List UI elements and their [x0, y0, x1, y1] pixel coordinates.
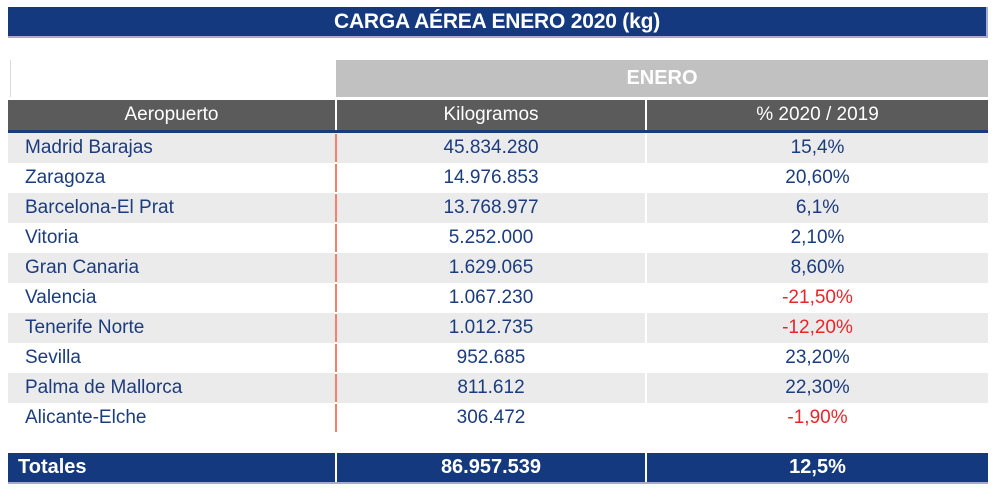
airport-cell: Barcelona-El Prat — [8, 193, 335, 223]
column-header-row: Aeropuerto Kilogramos % 2020 / 2019 — [8, 100, 988, 133]
red-column-divider — [335, 253, 337, 283]
pct-cell: 2,10% — [790, 227, 845, 248]
kilograms-cell: 306.472 — [456, 407, 526, 428]
table-row: Tenerife Norte 1.012.735 -12,20% — [8, 313, 988, 343]
airport-cell: Valencia — [25, 287, 97, 308]
airport-cell: Alicante-Elche — [25, 407, 147, 428]
totals-kilograms: 86.957.539 — [337, 453, 645, 482]
table-row: Sevilla 952.685 23,20% — [8, 343, 988, 373]
pct-cell: 15,4% — [647, 133, 988, 163]
kilograms-cell: 1.067.230 — [448, 287, 534, 308]
empty-cell-border — [10, 60, 11, 97]
kilograms-cell: 952.685 — [456, 347, 526, 368]
airport-cell: Madrid Barajas — [8, 133, 335, 163]
table-row: Zaragoza 14.976.853 20,60% — [8, 163, 988, 193]
table-row: Barcelona-El Prat 13.768.977 6,1% — [8, 193, 988, 223]
kilograms-cell: 1.629.065 — [337, 253, 645, 283]
totals-row: Totales 86.957.539 12,5% — [8, 453, 988, 484]
column-divider — [645, 163, 647, 193]
column-divider — [645, 253, 647, 283]
kilograms-cell: 13.768.977 — [337, 193, 645, 223]
pct-cell: -1,90% — [787, 407, 848, 428]
column-header-airport: Aeropuerto — [8, 100, 335, 130]
column-divider — [645, 223, 647, 253]
column-divider — [335, 100, 337, 130]
kilograms-cell: 1.012.735 — [337, 313, 645, 343]
month-group-header: ENERO — [336, 60, 988, 97]
pct-cell: 23,20% — [785, 347, 850, 368]
column-divider — [645, 403, 647, 433]
column-header-pct: % 2020 / 2019 — [647, 100, 988, 130]
red-column-divider — [335, 373, 337, 403]
airport-cell: Vitoria — [25, 227, 79, 248]
column-divider — [645, 193, 647, 223]
kilograms-cell: 14.976.853 — [443, 167, 539, 188]
table-row: Palma de Mallorca 811.612 22,30% — [8, 373, 988, 403]
pct-cell: 6,1% — [647, 193, 988, 223]
airport-cell: Tenerife Norte — [8, 313, 335, 343]
column-divider — [645, 453, 647, 482]
column-divider — [645, 100, 647, 130]
table-row: Valencia 1.067.230 -21,50% — [8, 283, 988, 313]
red-column-divider — [335, 313, 337, 343]
totals-pct: 12,5% — [647, 453, 988, 482]
red-column-divider — [335, 133, 337, 163]
column-divider — [645, 343, 647, 373]
airport-cell: Zaragoza — [25, 167, 106, 188]
table-row: Alicante-Elche 306.472 -1,90% — [8, 403, 988, 433]
kilograms-cell: 811.612 — [337, 373, 645, 403]
column-divider — [645, 373, 647, 403]
kilograms-cell: 5.252.000 — [448, 227, 534, 248]
red-column-divider — [335, 163, 337, 193]
red-column-divider — [335, 343, 337, 373]
column-header-kilograms: Kilogramos — [337, 100, 645, 130]
red-column-divider — [335, 223, 337, 253]
pct-cell: 8,60% — [647, 253, 988, 283]
table-row: Gran Canaria 1.629.065 8,60% — [8, 253, 988, 283]
pct-cell: -12,20% — [647, 313, 988, 343]
kilograms-cell: 45.834.280 — [337, 133, 645, 163]
red-column-divider — [335, 193, 337, 223]
column-divider — [645, 313, 647, 343]
airport-cell: Gran Canaria — [8, 253, 335, 283]
pct-cell: 22,30% — [647, 373, 988, 403]
pct-cell: -21,50% — [782, 287, 853, 308]
red-column-divider — [335, 403, 337, 433]
table-row: Vitoria 5.252.000 2,10% — [8, 223, 988, 253]
airport-cell: Sevilla — [25, 347, 81, 368]
totals-label: Totales — [8, 453, 335, 482]
table-body: Madrid Barajas 45.834.280 15,4% Zaragoza… — [8, 133, 988, 433]
column-divider — [645, 283, 647, 313]
airport-cell: Palma de Mallorca — [8, 373, 335, 403]
table-row: Madrid Barajas 45.834.280 15,4% — [8, 133, 988, 163]
pct-cell: 20,60% — [785, 167, 850, 188]
report-title: CARGA AÉREA ENERO 2020 (kg) — [8, 7, 988, 38]
column-divider — [335, 453, 337, 482]
red-column-divider — [335, 283, 337, 313]
column-divider — [645, 133, 647, 163]
